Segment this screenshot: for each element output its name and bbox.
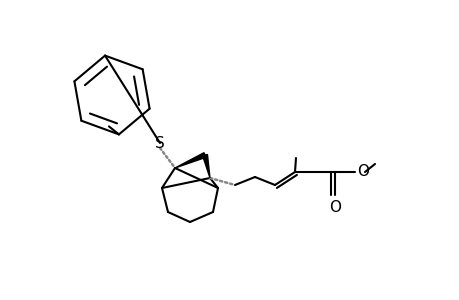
Text: O: O [328, 200, 340, 215]
Text: S: S [155, 136, 164, 151]
Polygon shape [202, 154, 210, 178]
Text: O: O [356, 164, 368, 179]
Polygon shape [174, 153, 206, 168]
